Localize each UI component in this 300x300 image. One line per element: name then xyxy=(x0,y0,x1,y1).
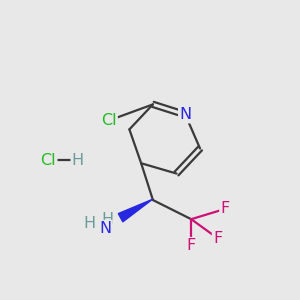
Text: H: H xyxy=(72,153,84,168)
Text: N: N xyxy=(100,220,112,236)
Text: Cl: Cl xyxy=(101,113,117,128)
Text: F: F xyxy=(220,201,230,216)
Text: F: F xyxy=(187,238,196,253)
Text: H: H xyxy=(84,216,96,231)
Text: Cl: Cl xyxy=(40,153,56,168)
Text: H: H xyxy=(101,212,113,227)
Polygon shape xyxy=(118,199,152,222)
Text: F: F xyxy=(213,231,222,246)
Text: N: N xyxy=(179,107,191,122)
